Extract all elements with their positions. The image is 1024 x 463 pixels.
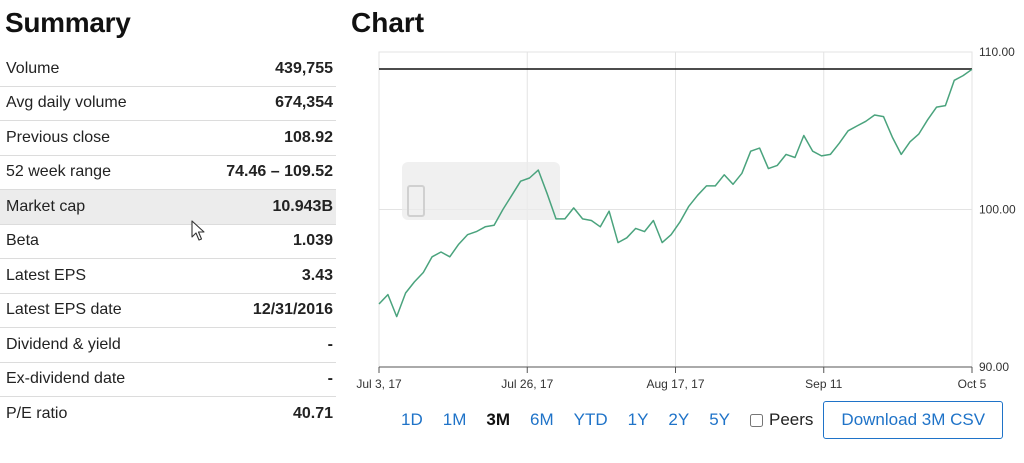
stat-row: Latest EPS date 12/31/2016 — [0, 294, 336, 328]
download-csv-button[interactable]: Download 3M CSV — [823, 401, 1004, 439]
stat-label: Volume — [6, 59, 60, 77]
tooltip-box — [402, 162, 560, 220]
stat-row: Dividend & yield - — [0, 328, 336, 363]
x-tick-label: Aug 17, 17 — [646, 377, 704, 391]
chart-panel: 90.00 100.00 110.00 Jul 3, 17 Jul 26, 17 Aug … — [350, 0, 1024, 463]
x-tick-label: Oct 5 — [958, 377, 987, 391]
stat-value: - — [327, 370, 333, 388]
x-tick-label: Jul 3, 17 — [356, 377, 402, 391]
peers-checkbox[interactable] — [750, 413, 763, 427]
stat-row: Avg daily volume 674,354 — [0, 87, 336, 121]
stat-row: Market cap 10.943B — [0, 190, 336, 225]
stat-label: 52 week range — [6, 163, 111, 181]
stat-value: 74.46 – 109.52 — [226, 163, 333, 181]
stat-row: Beta 1.039 — [0, 225, 336, 259]
stat-row: Volume 439,755 — [0, 52, 336, 87]
summary-stats-table: Volume 439,755 Avg daily volume 674,354 Prev… — [0, 52, 336, 432]
stat-value: 674,354 — [275, 94, 333, 112]
y-tick-label: 110.00 — [979, 45, 1015, 59]
stat-row: Latest EPS 3.43 — [0, 259, 336, 294]
stat-value: 1.039 — [292, 232, 333, 250]
stat-label: Latest EPS — [6, 266, 87, 284]
range-button-1m[interactable]: 1M — [442, 410, 467, 429]
stat-row: 52 week range 74.46 – 109.52 — [0, 156, 336, 190]
range-button-1d[interactable]: 1D — [401, 410, 423, 429]
y-tick-label: 100.00 — [979, 203, 1016, 217]
stat-label: Beta — [6, 232, 39, 250]
summary-title: Summary — [5, 7, 131, 38]
stat-row: Ex-dividend date - — [0, 363, 336, 397]
stat-row: P/E ratio 40.71 — [0, 397, 336, 432]
stat-value: 3.43 — [301, 266, 333, 284]
price-chart[interactable]: 90.00 100.00 110.00 Jul 3, 17 Jul 26, 17 Aug … — [350, 0, 1024, 400]
mouse-cursor-icon — [191, 220, 205, 241]
peers-toggle[interactable]: Peers — [750, 410, 813, 430]
stat-label: Market cap — [6, 197, 86, 215]
price-series-line — [378, 68, 973, 318]
stat-value: 108.92 — [284, 128, 333, 146]
range-button-ytd[interactable]: YTD — [573, 410, 608, 429]
stat-value: - — [327, 335, 333, 353]
x-tick-label: Jul 26, 17 — [501, 377, 553, 391]
range-button-2y[interactable]: 2Y — [668, 410, 690, 429]
stat-label: Ex-dividend date — [6, 370, 126, 388]
range-button-1y[interactable]: 1Y — [627, 410, 649, 429]
range-button-group: 1D 1M 3M 6M YTD 1Y 2Y 5Y — [401, 410, 750, 430]
peers-label: Peers — [769, 410, 814, 429]
y-tick-label: 90.00 — [979, 360, 1009, 374]
stat-label: Avg daily volume — [6, 94, 127, 112]
range-button-3m[interactable]: 3M — [486, 410, 510, 429]
stat-label: Previous close — [6, 128, 111, 146]
stat-value: 12/31/2016 — [252, 301, 333, 319]
x-tick-label: Sep 11 — [805, 377, 842, 391]
summary-panel: Summary — [0, 0, 336, 40]
range-button-6m[interactable]: 6M — [529, 410, 554, 429]
stat-value: 10.943B — [272, 197, 334, 215]
stat-value: 40.71 — [292, 405, 333, 423]
chart-title: Chart — [351, 7, 425, 38]
stat-row: Previous close 108.92 — [0, 121, 336, 156]
stat-label: Dividend & yield — [6, 335, 121, 353]
stat-value: 439,755 — [275, 59, 333, 77]
stat-label: P/E ratio — [6, 405, 68, 423]
stat-label: Latest EPS date — [6, 301, 122, 319]
range-toolbar: 1D 1M 3M 6M YTD 1Y 2Y 5Y Peers Download 3M CSV — [350, 400, 1024, 440]
tooltip-marker — [407, 185, 425, 217]
range-button-5y[interactable]: 5Y — [709, 410, 730, 429]
